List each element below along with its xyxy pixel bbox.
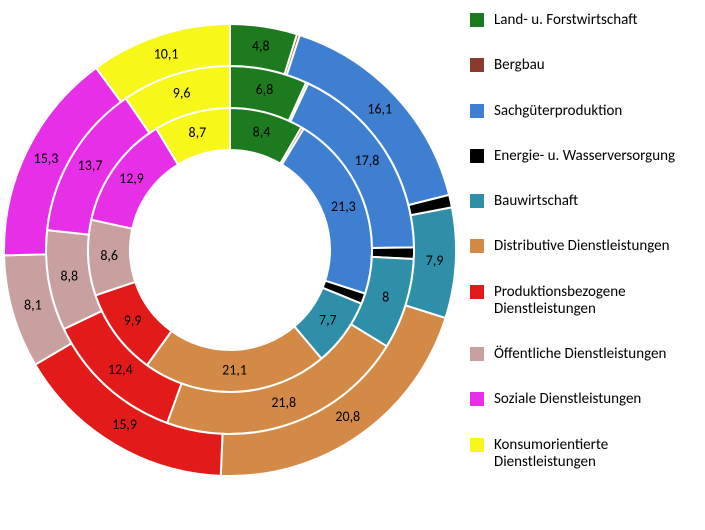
legend-item-dist: Distributive Dienstleistungen bbox=[470, 238, 700, 255]
legend-item-bau: Bauwirtschaft bbox=[470, 193, 700, 210]
legend-item-oeff: Öffentliche Dienstleistungen bbox=[470, 346, 700, 363]
legend-item-sach: Sachgüterproduktion bbox=[470, 103, 700, 120]
slice-label-sach-ring0: 21,3 bbox=[331, 198, 356, 215]
slice-label-land-ring2: 4,8 bbox=[252, 38, 270, 55]
slice-label-prod-ring2: 15,9 bbox=[112, 416, 137, 433]
slice-label-bau-ring0: 7,7 bbox=[319, 312, 337, 329]
legend-item-kons: Konsumorientierte Dienstleistungen bbox=[470, 437, 700, 472]
slice-label-kons-ring0: 8,7 bbox=[189, 124, 207, 141]
slice-label-land-ring1: 6,8 bbox=[256, 81, 274, 98]
slice-label-oeff-ring1: 8,8 bbox=[60, 268, 78, 285]
legend-label-soz: Soziale Dienstleistungen bbox=[494, 391, 700, 408]
legend-label-land: Land- u. Forstwirtschaft bbox=[494, 12, 700, 29]
slice-label-oeff-ring2: 8,1 bbox=[24, 297, 42, 314]
legend-swatch-soz bbox=[470, 392, 484, 406]
legend-label-energ: Energie- u. Wasserversorgung bbox=[494, 148, 700, 165]
slice-label-soz-ring0: 12,9 bbox=[119, 170, 144, 187]
slice-label-dist-ring0: 21,1 bbox=[222, 361, 247, 378]
slice-label-bau-ring1: 8 bbox=[382, 288, 389, 305]
slice-label-prod-ring0: 9,9 bbox=[124, 312, 142, 329]
slice-label-land-ring0: 8,4 bbox=[253, 124, 271, 141]
legend-item-berg: Bergbau bbox=[470, 57, 700, 74]
slice-label-kons-ring2: 10,1 bbox=[154, 46, 179, 63]
slice-label-sach-ring2: 16,1 bbox=[367, 100, 392, 117]
legend-swatch-dist bbox=[470, 239, 484, 253]
legend-label-kons: Konsumorientierte Dienstleistungen bbox=[494, 437, 700, 472]
slice-label-sach-ring1: 17,8 bbox=[355, 152, 380, 169]
legend-item-land: Land- u. Forstwirtschaft bbox=[470, 12, 700, 29]
legend-label-prod: Produktionsbezogene Dienstleistungen bbox=[494, 284, 700, 319]
legend-item-energ: Energie- u. Wasserversorgung bbox=[470, 148, 700, 165]
legend-swatch-kons bbox=[470, 438, 484, 452]
legend-swatch-sach bbox=[470, 104, 484, 118]
legend-swatch-prod bbox=[470, 285, 484, 299]
legend-swatch-berg bbox=[470, 58, 484, 72]
donut-chart: 8,4 21,3 7,7 21,1 9,9 8,6 12,9 8,7 6,8 17,8 8 21,8 1… bbox=[0, 0, 460, 525]
legend-item-prod: Produktionsbezogene Dienstleistungen bbox=[470, 284, 700, 319]
legend: Land- u. Forstwirtschaft Bergbau Sachgüter… bbox=[470, 12, 700, 499]
legend-swatch-land bbox=[470, 13, 484, 27]
legend-swatch-oeff bbox=[470, 347, 484, 361]
legend-label-dist: Distributive Dienstleistungen bbox=[494, 238, 700, 255]
legend-label-bau: Bauwirtschaft bbox=[494, 193, 700, 210]
slice-label-dist-ring1: 21,8 bbox=[271, 394, 296, 411]
slice-label-soz-ring2: 15,3 bbox=[34, 150, 59, 167]
legend-label-berg: Bergbau bbox=[494, 57, 700, 74]
slice-label-bau-ring2: 7,9 bbox=[426, 252, 444, 269]
slice-label-soz-ring1: 13,7 bbox=[78, 157, 103, 174]
legend-label-oeff: Öffentliche Dienstleistungen bbox=[494, 346, 700, 363]
slice-label-kons-ring1: 9,6 bbox=[173, 85, 191, 102]
slice-label-prod-ring1: 12,4 bbox=[108, 361, 133, 378]
legend-swatch-bau bbox=[470, 194, 484, 208]
slice-label-dist-ring2: 20,8 bbox=[335, 408, 360, 425]
legend-label-sach: Sachgüterproduktion bbox=[494, 103, 700, 120]
slice-label-oeff-ring0: 8,6 bbox=[100, 247, 118, 264]
legend-swatch-energ bbox=[470, 149, 484, 163]
legend-item-soz: Soziale Dienstleistungen bbox=[470, 391, 700, 408]
